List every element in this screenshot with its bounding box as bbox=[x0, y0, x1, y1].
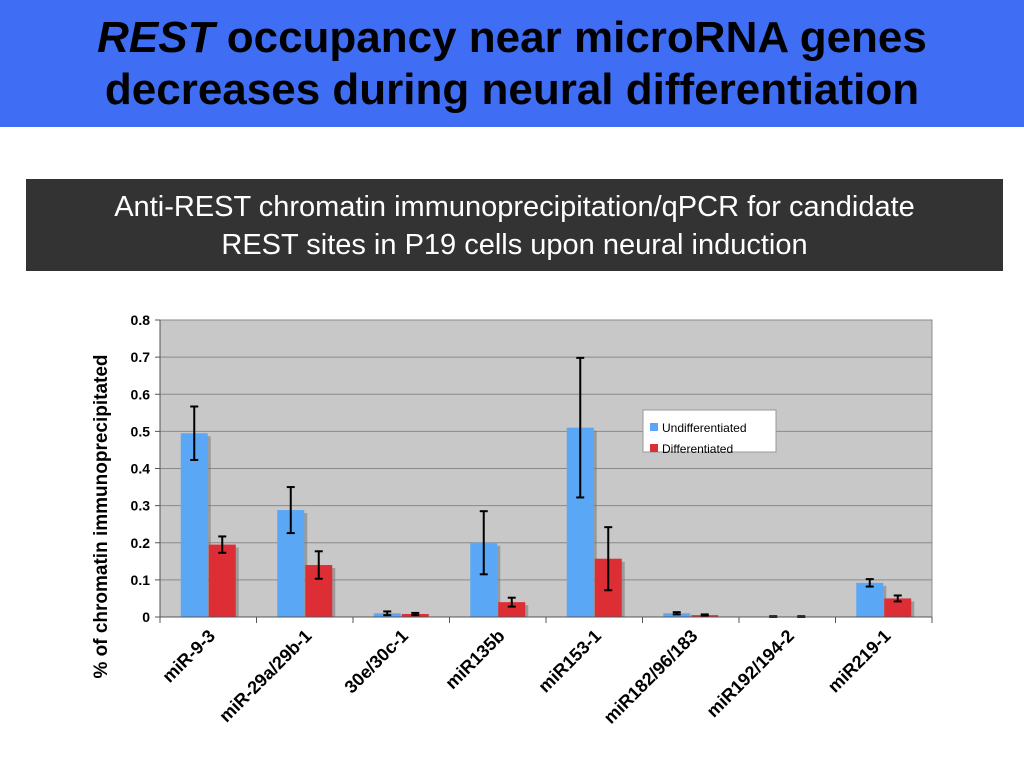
bar-differentiated bbox=[498, 602, 526, 617]
bar-chart: 0 0.1 0.2 0.3 0.4 0.5 0.6 0.7 0.8 miR-9-3miR-29a/… bbox=[91, 312, 933, 728]
bars bbox=[180, 427, 915, 617]
y-tick-label: 0.5 bbox=[131, 423, 151, 439]
subtitle-box: Anti-REST chromatin immunoprecipitation/… bbox=[26, 179, 1003, 271]
legend-label-undifferentiated: Undifferentiated bbox=[662, 421, 747, 435]
bar-differentiated bbox=[208, 544, 236, 617]
subtitle-line2: REST sites in P19 cells upon neural indu… bbox=[221, 229, 808, 261]
legend-label-differentiated: Differentiated bbox=[662, 442, 733, 456]
y-tick-label: 0.3 bbox=[131, 498, 151, 514]
y-tick-label: 0 bbox=[142, 609, 150, 625]
title-line2: decreases during neural differentiation bbox=[104, 65, 920, 114]
y-tick-label: 0.4 bbox=[131, 461, 151, 477]
x-tick-label: miR135b bbox=[441, 626, 508, 693]
y-tick-label: 0.7 bbox=[131, 349, 151, 365]
axes bbox=[155, 319, 933, 623]
y-tick-label: 0.6 bbox=[131, 386, 151, 402]
legend: Undifferentiated Differentiated bbox=[642, 409, 777, 456]
legend-box bbox=[642, 409, 777, 453]
x-tick-label: miR182/96/183 bbox=[600, 626, 702, 728]
x-tick-label: miR192/194-2 bbox=[703, 626, 799, 722]
x-tick-label: miR-29a/29b-1 bbox=[215, 626, 315, 726]
title-emphasis: REST bbox=[97, 13, 215, 62]
title-bar: REST occupancy near microRNA genes decre… bbox=[0, 0, 1024, 127]
x-tick-label: miR153-1 bbox=[534, 626, 605, 697]
y-tick-label: 0.2 bbox=[131, 535, 151, 551]
title-line1-rest: occupancy near microRNA genes bbox=[226, 13, 927, 62]
bar-differentiated bbox=[884, 598, 912, 617]
y-axis-title: % of chromatin immunoprecipitated bbox=[91, 354, 112, 678]
subtitle: Anti-REST chromatin immunoprecipitation/… bbox=[26, 188, 1003, 264]
legend-swatch-undifferentiated bbox=[650, 423, 658, 431]
x-tick-label: miR219-1 bbox=[824, 626, 895, 697]
y-tick-label: 0.8 bbox=[131, 312, 151, 328]
bar-undifferentiated bbox=[180, 433, 208, 617]
x-tick-label: 30e/30c-1 bbox=[341, 626, 412, 697]
slide-title: REST occupancy near microRNA genes decre… bbox=[0, 12, 1024, 116]
bar-undifferentiated bbox=[856, 582, 884, 617]
subtitle-line1: Anti-REST chromatin immunoprecipitation/… bbox=[114, 191, 915, 223]
x-tick-label: miR-9-3 bbox=[158, 626, 219, 687]
legend-swatch-differentiated bbox=[650, 444, 658, 452]
error-bars bbox=[190, 356, 902, 618]
y-tick-label: 0.1 bbox=[131, 572, 151, 588]
